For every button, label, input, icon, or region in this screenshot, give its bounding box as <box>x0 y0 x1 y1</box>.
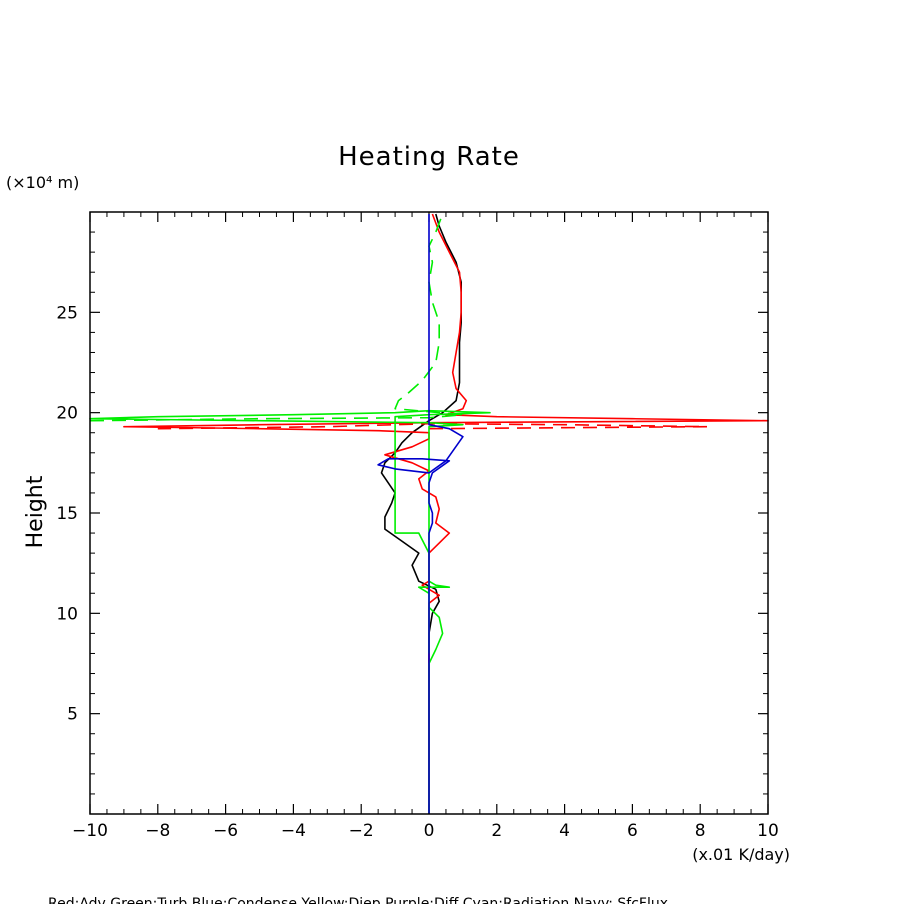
x-tick-label: 8 <box>695 821 706 841</box>
x-tick-label: −10 <box>72 821 108 841</box>
series-line-turb-dashed <box>89 213 464 422</box>
series-line-turb <box>89 409 491 814</box>
x-tick-label: 10 <box>757 821 779 841</box>
y-tick-label: 25 <box>56 303 78 323</box>
chart-title: Heating Rate <box>338 142 520 172</box>
x-tick-label: 4 <box>559 821 570 841</box>
y-tick-label: 20 <box>56 404 78 424</box>
y-tick-label: 10 <box>56 604 78 624</box>
x-tick-label: −2 <box>349 821 374 841</box>
axis-ticks <box>89 212 769 814</box>
series-line-condense <box>377 214 464 814</box>
y-axis-label: Height <box>23 475 48 548</box>
x-units-label: (x.01 K/day) <box>692 845 790 864</box>
series-line-adv-dashed <box>157 422 708 430</box>
x-tick-label: −6 <box>213 821 238 841</box>
plot-lines <box>89 213 769 814</box>
series-line-total <box>380 213 463 814</box>
y-units-label: (×10⁴ m) <box>6 173 79 192</box>
x-tick-label: 2 <box>491 821 502 841</box>
plot-frame <box>89 211 769 815</box>
tick-labels: −10 −8 −6 −4 −2 0 2 4 6 8 10 5 10 15 20 25 <box>56 303 778 841</box>
series-line-adv <box>123 213 769 814</box>
legend-text: Red:Adv Green:Turb Blue:Condense Yellow:… <box>48 896 668 904</box>
y-tick-label: 5 <box>67 705 78 725</box>
x-tick-label: −8 <box>145 821 170 841</box>
x-tick-label: −4 <box>281 821 306 841</box>
y-tick-label: 15 <box>56 504 78 524</box>
x-tick-label: 0 <box>424 821 435 841</box>
x-tick-label: 6 <box>627 821 638 841</box>
